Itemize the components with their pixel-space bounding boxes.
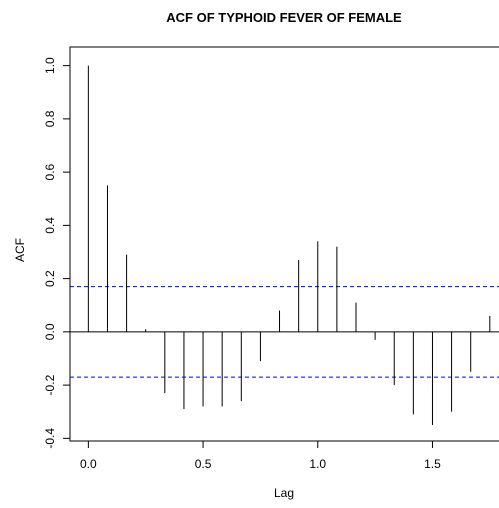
y-axis-label: ACF — [13, 238, 27, 262]
y-tick-label: 1.0 — [43, 57, 57, 74]
plot-frame — [69, 46, 499, 442]
y-tick-label: 0.2 — [43, 270, 57, 287]
y-tick-label: 0.8 — [43, 110, 57, 127]
x-tick-label: 1.0 — [309, 457, 326, 471]
chart-title: ACF OF TYPHOID FEVER OF FEMALE — [166, 10, 402, 25]
x-axis-label: Lag — [274, 486, 294, 500]
x-tick-label: 0.0 — [80, 457, 97, 471]
y-tick-label: -0.4 — [43, 428, 57, 449]
y-tick-label: -0.2 — [43, 374, 57, 395]
y-tick-label: 0.6 — [43, 163, 57, 180]
x-tick-label: 0.5 — [195, 457, 212, 471]
y-tick-label: 0.0 — [43, 323, 57, 340]
y-tick-label: 0.4 — [43, 217, 57, 234]
x-tick-label: 1.5 — [424, 457, 441, 471]
